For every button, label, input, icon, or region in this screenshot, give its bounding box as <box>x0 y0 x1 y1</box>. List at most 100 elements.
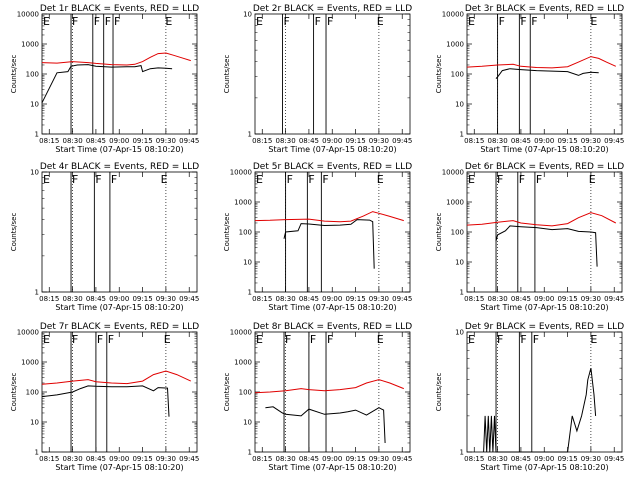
y-tick-label: 10000 <box>17 329 39 337</box>
y-axis-label: Counts/sec <box>223 373 231 412</box>
x-tick-label: 09:45 <box>179 455 199 463</box>
x-tick-label: 09:00 <box>534 295 554 303</box>
x-tick-label: 09:30 <box>156 295 176 303</box>
flag-label: F <box>310 333 316 346</box>
y-tick-label: 1 <box>35 131 39 139</box>
events-series-line <box>495 68 599 79</box>
y-tick-label: 1000 <box>234 199 252 207</box>
x-tick-label: 09:15 <box>557 455 577 463</box>
x-tick-label: 09:00 <box>109 295 129 303</box>
flag-label: F <box>531 15 537 28</box>
x-tick-label: 08:30 <box>62 295 82 303</box>
x-tick-label: 08:45 <box>86 137 106 145</box>
lld-series-line <box>466 212 617 227</box>
x-tick-label: 09:45 <box>179 137 199 145</box>
x-axis-label: Start Time (07-Apr-15 08:10:20) <box>268 303 396 312</box>
panel-det6: Det 6r BLACK = Events, RED = LLD 1 10 100 10… <box>435 162 624 312</box>
flag-label: E <box>468 333 475 346</box>
flag-label: E <box>43 333 50 346</box>
flag-label: E <box>468 173 475 186</box>
x-tick-label: 08:30 <box>275 137 295 145</box>
flag-label: F <box>315 15 321 28</box>
x-tick-label: 09:00 <box>322 295 342 303</box>
y-tick-label: 10000 <box>230 329 252 337</box>
y-axis-label: Counts/sec <box>435 373 443 412</box>
flag-label: E <box>161 173 168 186</box>
flag-label: F <box>327 333 333 346</box>
flag-label: F <box>519 173 525 186</box>
panel-det4: Det 4r BLACK = Events, RED = LLD 1 10 08:15… <box>10 162 199 312</box>
x-axis-label: Start Time (07-Apr-15 08:10:20) <box>480 145 608 154</box>
x-tick-label: 08:15 <box>252 455 272 463</box>
x-tick-label: 09:30 <box>581 455 601 463</box>
x-tick-label: 09:45 <box>179 295 199 303</box>
flag-label: E <box>164 333 171 346</box>
y-tick-label: 100 <box>451 229 464 237</box>
flag-label: E <box>377 173 384 186</box>
flag-label: F <box>322 173 328 186</box>
flag-label: F <box>327 15 333 28</box>
x-tick-label: 08:15 <box>464 455 484 463</box>
flag-label: F <box>72 15 78 28</box>
flag-label: F <box>105 15 111 28</box>
x-tick-label: 09:30 <box>156 137 176 145</box>
y-tick-label: 100 <box>451 71 464 79</box>
panel-title: Det 4r BLACK = Events, RED = LLD <box>40 162 199 172</box>
y-tick-label: 10 <box>30 419 39 427</box>
y-tick-label: 10 <box>455 101 464 109</box>
y-tick-label: 10 <box>455 259 464 267</box>
x-tick-label: 09:30 <box>581 295 601 303</box>
panel-title: Det 2r BLACK = Events, RED = LLD <box>253 4 412 14</box>
x-tick-label: 09:15 <box>132 295 152 303</box>
flag-label: F <box>114 15 120 28</box>
events-series-line <box>283 219 375 269</box>
panel-det8: Det 8r BLACK = Events, RED = LLD 1 10 100 10… <box>223 322 412 472</box>
x-tick-label: 08:15 <box>464 137 484 145</box>
flag-label: E <box>589 173 596 186</box>
panel-det3: Det 3r BLACK = Events, RED = LLD 1 10 100 10… <box>435 4 624 154</box>
lld-series-line <box>254 379 404 394</box>
x-tick-label: 08:45 <box>86 295 106 303</box>
flag-label: F <box>520 15 526 28</box>
panel-det1: Det 1r BLACK = Events, RED = LLD 1 10 100 10… <box>10 4 199 154</box>
flag-label: F <box>536 173 542 186</box>
panel-title: Det 9r BLACK = Events, RED = LLD <box>465 322 624 332</box>
x-tick-label: 09:00 <box>109 137 129 145</box>
y-tick-label: 1000 <box>446 41 464 49</box>
x-tick-label: 09:15 <box>345 137 365 145</box>
flag-label: E <box>43 173 50 186</box>
x-tick-label: 09:00 <box>109 455 129 463</box>
y-tick-label: 1 <box>460 289 464 297</box>
x-tick-label: 09:45 <box>392 137 412 145</box>
flag-label: E <box>256 173 263 186</box>
x-tick-label: 08:15 <box>39 295 59 303</box>
x-tick-label: 08:45 <box>511 455 531 463</box>
events-series-line <box>41 385 170 417</box>
flag-label: F <box>285 333 291 346</box>
panel-title: Det 1r BLACK = Events, RED = LLD <box>40 4 199 14</box>
flag-label: E <box>468 15 475 28</box>
plot-frame <box>466 13 623 135</box>
x-tick-label: 08:30 <box>487 295 507 303</box>
flag-label: E <box>377 333 384 346</box>
y-tick-label: 10 <box>243 419 252 427</box>
y-axis-label: Counts/sec <box>223 55 231 94</box>
x-tick-label: 08:45 <box>299 137 319 145</box>
x-tick-label: 08:15 <box>39 455 59 463</box>
lld-series-line <box>254 211 404 223</box>
y-tick-label: 10 <box>455 329 464 337</box>
y-tick-label: 1 <box>35 449 39 457</box>
x-tick-label: 09:15 <box>557 295 577 303</box>
flag-label: F <box>72 173 78 186</box>
panel-title: Det 5r BLACK = Events, RED = LLD <box>253 162 412 172</box>
flag-label: F <box>520 333 526 346</box>
y-axis-label: Counts/sec <box>223 213 231 252</box>
x-tick-label: 09:15 <box>345 455 365 463</box>
x-tick-label: 08:45 <box>511 295 531 303</box>
flag-label: F <box>497 173 503 186</box>
y-tick-label: 100 <box>26 71 39 79</box>
plot-frame <box>41 171 198 293</box>
y-tick-label: 10000 <box>230 169 252 177</box>
y-tick-label: 1000 <box>234 359 252 367</box>
x-tick-label: 08:45 <box>511 137 531 145</box>
